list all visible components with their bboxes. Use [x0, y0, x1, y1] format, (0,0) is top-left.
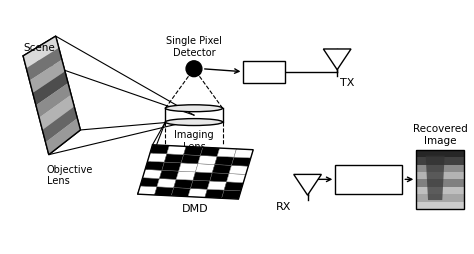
Polygon shape [222, 190, 241, 199]
Polygon shape [27, 48, 62, 81]
Polygon shape [140, 178, 159, 187]
Polygon shape [143, 169, 162, 179]
Text: Image
Recovery: Image Recovery [346, 169, 392, 190]
Bar [416, 187, 464, 194]
Polygon shape [36, 83, 71, 118]
Polygon shape [162, 162, 181, 171]
Bar [416, 165, 464, 172]
Ellipse shape [165, 119, 223, 125]
Polygon shape [23, 36, 59, 68]
Text: Imaging
Lens: Imaging Lens [174, 130, 214, 152]
Bar [416, 202, 464, 209]
Polygon shape [179, 163, 198, 172]
Polygon shape [164, 154, 183, 163]
Polygon shape [145, 161, 164, 170]
Polygon shape [191, 180, 210, 189]
Polygon shape [157, 179, 176, 187]
Text: DMD: DMD [182, 204, 209, 214]
Polygon shape [137, 186, 157, 195]
Polygon shape [183, 146, 203, 155]
Polygon shape [193, 172, 212, 181]
Polygon shape [42, 106, 77, 142]
Text: Objective
Lens: Objective Lens [47, 165, 93, 186]
Polygon shape [46, 118, 81, 155]
Polygon shape [215, 156, 234, 165]
Polygon shape [198, 155, 217, 165]
Bar [416, 179, 464, 187]
Polygon shape [207, 181, 227, 190]
Bar [416, 150, 464, 209]
Text: RX: RX [276, 202, 292, 212]
Text: Scene: Scene [23, 43, 55, 53]
Bar [416, 150, 464, 157]
Polygon shape [39, 95, 74, 130]
Polygon shape [294, 174, 321, 195]
Circle shape [186, 61, 202, 77]
Polygon shape [23, 36, 81, 155]
Bar [416, 172, 464, 179]
Text: TX: TX [340, 78, 355, 88]
Polygon shape [210, 173, 229, 182]
Polygon shape [217, 148, 237, 157]
Polygon shape [195, 164, 215, 173]
Polygon shape [231, 157, 251, 166]
Polygon shape [33, 71, 68, 105]
Polygon shape [155, 187, 174, 196]
Polygon shape [171, 187, 191, 197]
Polygon shape [174, 179, 193, 188]
Polygon shape [426, 156, 445, 200]
Polygon shape [229, 165, 248, 174]
Text: Recovered
Image: Recovered Image [412, 124, 467, 146]
Bar [416, 194, 464, 202]
Polygon shape [176, 171, 195, 180]
Polygon shape [181, 155, 201, 164]
Polygon shape [234, 149, 253, 158]
Bar [335, 165, 402, 194]
Text: Single Pixel
Detector: Single Pixel Detector [166, 36, 222, 58]
Polygon shape [224, 182, 243, 191]
Bar [416, 157, 464, 165]
Polygon shape [147, 153, 167, 162]
Text: A/D: A/D [254, 67, 274, 77]
Polygon shape [212, 165, 231, 173]
Bar [243, 61, 285, 83]
Polygon shape [323, 49, 351, 70]
Polygon shape [150, 145, 169, 154]
Polygon shape [159, 170, 179, 179]
Polygon shape [167, 146, 186, 155]
Ellipse shape [165, 105, 223, 112]
Polygon shape [205, 189, 224, 198]
Polygon shape [29, 60, 65, 93]
Polygon shape [188, 188, 207, 197]
Polygon shape [227, 173, 246, 183]
Polygon shape [201, 147, 219, 156]
